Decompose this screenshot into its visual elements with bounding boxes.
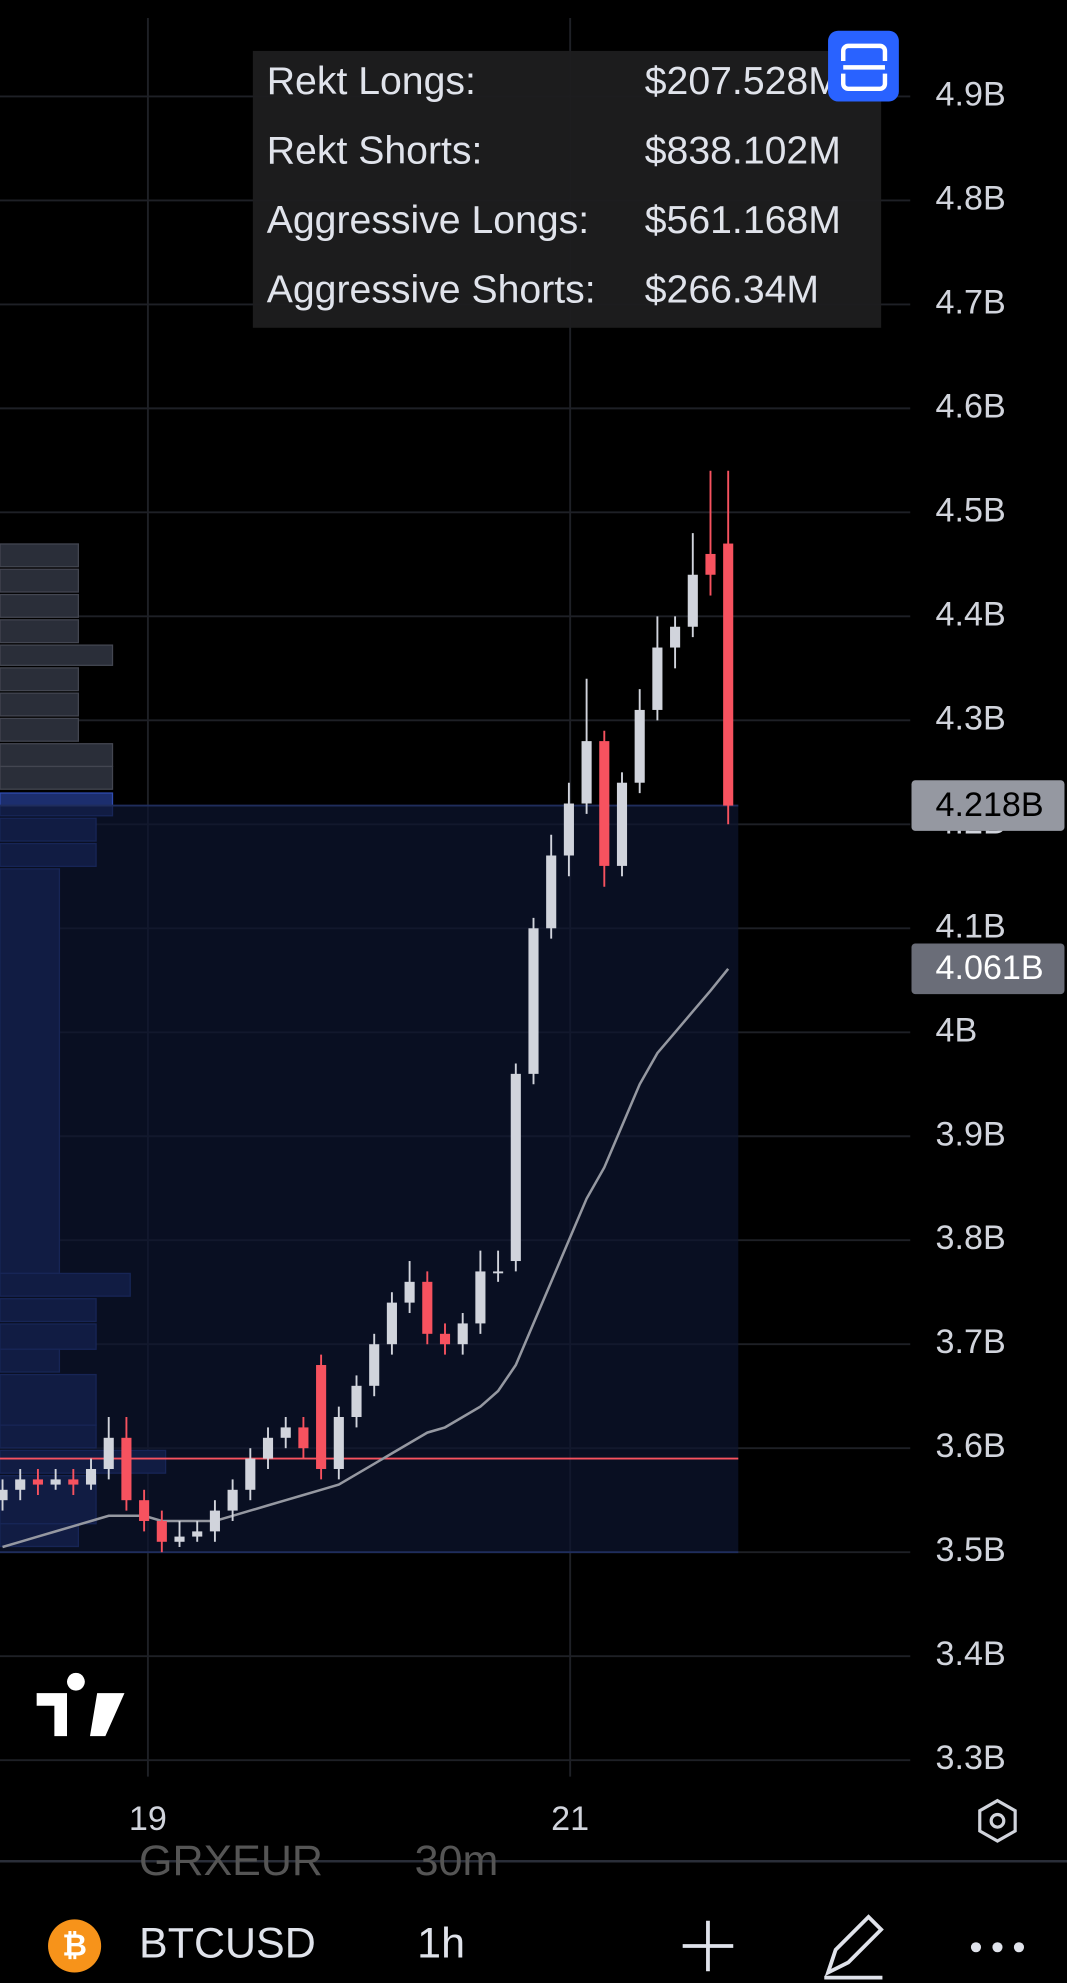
candle-body (15, 1479, 26, 1490)
candle-body (245, 1458, 256, 1490)
symbol-button[interactable]: BTCUSD (139, 1919, 316, 1967)
y-tick-label: 4.9B (936, 75, 1006, 113)
y-tick-label: 3.6B (936, 1427, 1006, 1465)
candle-body (616, 782, 628, 866)
stat-label: Rekt Shorts: (267, 130, 483, 173)
candle-body (493, 1271, 504, 1274)
draw-button[interactable] (824, 1914, 884, 1980)
plot (0, 470, 739, 1554)
candle-body (280, 1427, 291, 1438)
prev-symbol: GRXEUR (139, 1837, 323, 1885)
price-label-bg (911, 943, 1065, 995)
y-tick-label: 3.8B (936, 1219, 1006, 1257)
candle-body (139, 1500, 150, 1521)
candle-body (475, 1271, 486, 1324)
add-button[interactable] (682, 1920, 734, 1972)
candle-body (103, 1437, 114, 1469)
candle-body (723, 543, 734, 806)
candle-body (316, 1365, 327, 1469)
prev-interval: 30m (415, 1837, 499, 1885)
stat-value: $838.102M (645, 130, 841, 173)
price-label: 4.218B (936, 786, 1044, 824)
y-tick-label: 4B (936, 1011, 978, 1049)
candle-body (457, 1323, 468, 1345)
stat-label: Aggressive Longs: (267, 199, 589, 242)
settings-icon (989, 1812, 1006, 1829)
stats-panel (252, 50, 882, 328)
y-tick-label: 4.1B (936, 907, 1006, 945)
stat-label: Aggressive Shorts: (267, 269, 596, 312)
stat-value: $266.34M (645, 269, 819, 312)
candle-body (652, 647, 663, 710)
candle-body (404, 1281, 415, 1303)
candle-body (705, 553, 716, 575)
range-box (0, 805, 739, 1553)
y-tick-label: 4.4B (936, 595, 1006, 633)
settings-button[interactable] (978, 1798, 1017, 1843)
moving-average (2, 968, 730, 1549)
candle-body (298, 1427, 309, 1449)
stat-value: $207.528M (645, 60, 841, 103)
stats-rows: Rekt Longs: $207.528M Rekt Shorts: $838.102… (267, 60, 841, 312)
candle-body (174, 1536, 185, 1542)
candle-body (670, 626, 681, 648)
candle-body (32, 1479, 43, 1485)
btc-icon (48, 1919, 102, 1973)
tv-logo (34, 1670, 129, 1739)
price-label: 4.061B (936, 949, 1044, 987)
candle-body (227, 1489, 238, 1511)
btc-glyph: ₿ (62, 1929, 87, 1962)
candle-body (563, 803, 574, 856)
candle-body (634, 709, 645, 783)
interval-button[interactable]: 1h (417, 1919, 465, 1967)
candle-body (50, 1479, 61, 1485)
candle-body (422, 1281, 433, 1334)
y-tick-label: 4.7B (936, 283, 1006, 321)
y-tick-label: 3.3B (936, 1739, 1006, 1777)
x-tick-label: 21 (551, 1800, 589, 1838)
candle-body (0, 1489, 8, 1501)
candle-body (439, 1333, 451, 1345)
stat-label: Rekt Longs: (267, 60, 476, 103)
candle-body (687, 574, 698, 627)
y-tick-label: 3.5B (936, 1531, 1006, 1569)
y-tick-label: 4.3B (936, 699, 1006, 737)
volume-profile (0, 543, 114, 790)
y-tick-label: 3.4B (936, 1635, 1006, 1673)
y-tick-label: 3.7B (936, 1323, 1006, 1361)
candle-body (68, 1479, 79, 1485)
price-label-bg (911, 780, 1065, 831)
candle-body (546, 855, 557, 929)
y-tick-label: 4.5B (936, 491, 1006, 529)
candle-body (121, 1437, 132, 1501)
candle-body (386, 1302, 397, 1345)
candle-body (351, 1385, 362, 1418)
fullscreen-icon (841, 43, 888, 92)
candle-body (581, 741, 592, 804)
candle-body (369, 1344, 380, 1386)
more-button[interactable] (970, 1942, 1025, 1953)
candle-body (262, 1437, 274, 1459)
candle-body (85, 1468, 97, 1485)
candle-body (333, 1417, 344, 1469)
stat-value: $561.168M (645, 199, 841, 242)
candle-body (599, 741, 610, 866)
candle-body (510, 1073, 521, 1262)
candle-body (156, 1520, 167, 1542)
candle-body (528, 928, 539, 1074)
y-tick-label: 3.9B (936, 1115, 1006, 1153)
y-tick-label: 4.8B (936, 179, 1006, 217)
y-tick-label: 4.6B (936, 387, 1006, 425)
candle-body (209, 1510, 220, 1532)
candle-body (192, 1531, 203, 1537)
x-tick-label: 19 (129, 1800, 167, 1838)
